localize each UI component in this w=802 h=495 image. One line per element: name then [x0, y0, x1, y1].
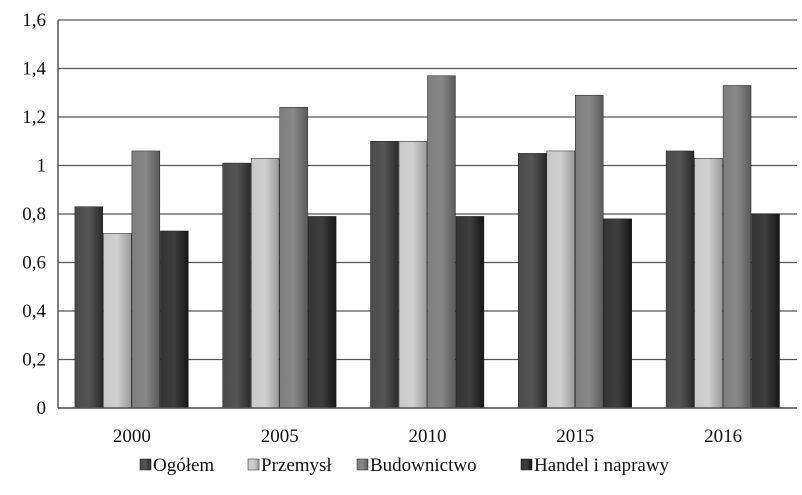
bar-ogółem-2010 [370, 141, 399, 409]
bar-handel-i-naprawy-2015 [603, 218, 632, 409]
x-tick-label: 2005 [261, 426, 299, 447]
bar-budownictwo-2015 [575, 94, 604, 409]
x-tick-label: 2016 [704, 426, 742, 447]
legend-label: Przemysł [261, 455, 332, 476]
bars [74, 75, 780, 409]
legend-label: Ogółem [153, 455, 214, 476]
bar-przemysł-2010 [398, 141, 428, 409]
legend-swatch-przemysł [247, 458, 260, 471]
y-tick-label: 0,4 [22, 301, 46, 322]
legend-swatch-budownictwo [356, 458, 369, 471]
y-tick-label: 1,2 [22, 107, 46, 128]
y-tick-label: 0,6 [22, 253, 46, 274]
y-tick-label: 1,6 [22, 10, 46, 31]
legend-swatch-ogółem [139, 458, 152, 471]
bar-ogółem-2000 [74, 206, 104, 409]
legend-label: Handel i naprawy [534, 455, 670, 476]
x-tick-label: 2010 [409, 426, 447, 447]
legend: Ogółem Przemysł Budownictwo Handel i napraw… [139, 455, 670, 476]
bar-przemysł-2005 [250, 157, 280, 409]
bar-ogółem-2016 [665, 150, 695, 409]
x-tick-label: 2015 [556, 426, 594, 447]
y-tick-label: 0,8 [22, 204, 46, 225]
bar-budownictwo-2000 [131, 150, 161, 409]
bar-przemysł-2000 [103, 233, 132, 409]
y-tick-label: 0,2 [22, 350, 46, 371]
bar-handel-i-naprawy-2010 [455, 216, 485, 409]
y-tick-label: 0 [37, 398, 47, 419]
bar-budownictwo-2005 [279, 107, 308, 409]
y-tick-label: 1,4 [22, 59, 46, 80]
bar-przemysł-2016 [694, 157, 723, 409]
x-tick-label: 2000 [113, 426, 151, 447]
bar-przemysł-2015 [546, 150, 575, 409]
y-tick-label: 1 [37, 156, 47, 177]
bar-budownictwo-2016 [722, 85, 752, 409]
y-axis-tick-labels: 0 0,2 0,4 0,6 0,8 1 1,2 1,4 1,6 [22, 10, 46, 419]
bar-handel-i-naprawy-2000 [160, 230, 189, 409]
bar-handel-i-naprawy-2005 [307, 216, 337, 409]
legend-swatch-handel-i-naprawy [520, 458, 533, 471]
bar-budownictwo-2010 [427, 75, 456, 409]
bar-ogółem-2015 [518, 153, 547, 409]
x-axis-tick-labels: 2000 2005 2010 2015 2016 [113, 426, 742, 447]
legend-label: Budownictwo [370, 455, 477, 476]
bar-ogółem-2005 [222, 162, 251, 409]
bar-handel-i-naprawy-2016 [751, 213, 780, 409]
axes [57, 20, 797, 409]
